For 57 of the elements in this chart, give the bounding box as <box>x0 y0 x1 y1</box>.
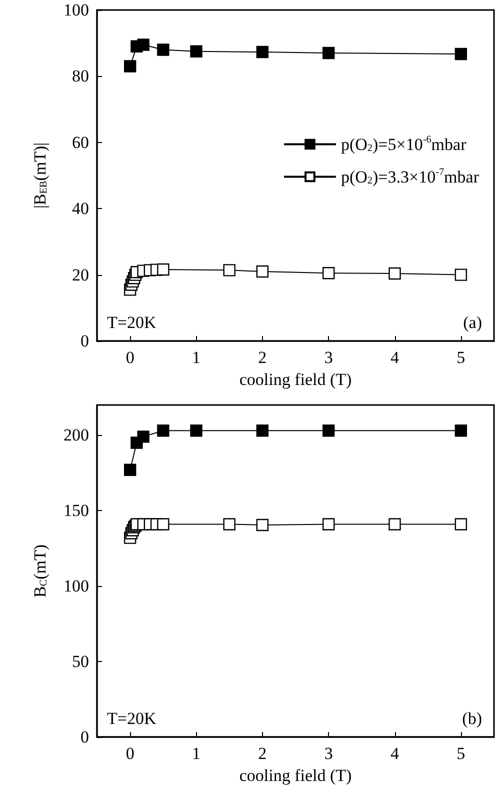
y-tick-label: 200 <box>64 426 89 445</box>
y-tick-label: 0 <box>80 728 89 746</box>
point <box>137 38 150 51</box>
annotation: T=20K <box>107 313 157 332</box>
y-tick-label: 150 <box>64 501 89 520</box>
x-tick-label: 1 <box>192 348 200 367</box>
point <box>157 263 170 276</box>
point <box>157 424 170 437</box>
x-tick-label: 2 <box>258 744 267 763</box>
point <box>454 48 468 60</box>
y-tick-label: 50 <box>72 652 89 672</box>
x-tick-label: 1 <box>192 744 200 763</box>
point <box>388 518 401 530</box>
x-tick-label: 3 <box>324 348 333 367</box>
point <box>256 518 269 532</box>
point <box>190 424 202 437</box>
point <box>388 267 401 280</box>
point <box>322 46 335 60</box>
y-axis-title: |BEB(mT)| <box>30 142 50 209</box>
point <box>454 424 468 437</box>
y-axis-title: BC(mT) <box>30 544 50 598</box>
x-tick-label: 0 <box>126 744 134 763</box>
point <box>322 518 335 530</box>
x-tick-label: 0 <box>126 348 134 367</box>
annotation: (b) <box>462 709 482 728</box>
x-tick-label: 4 <box>390 744 400 763</box>
annotation: (a) <box>463 313 482 332</box>
x-axis-title: cooling field (T) <box>239 370 352 389</box>
x-tick-label: 5 <box>456 744 466 763</box>
point <box>256 46 269 58</box>
y-tick-label: 80 <box>72 66 89 86</box>
x-tick-label: 4 <box>390 348 400 367</box>
y-tick-label: 0 <box>80 332 89 350</box>
y-tick-label: 40 <box>72 199 89 218</box>
point <box>223 264 236 276</box>
x-tick-label: 5 <box>456 348 466 367</box>
point <box>157 518 170 530</box>
point <box>454 268 468 281</box>
point <box>137 430 150 443</box>
y-tick-label: 100 <box>64 576 89 596</box>
annotation: T=20K <box>107 709 157 728</box>
y-tick-label: 60 <box>72 132 89 152</box>
x-axis-title: cooling field (T) <box>239 766 352 785</box>
point <box>454 518 468 530</box>
y-tick-label: 100 <box>64 0 89 20</box>
x-tick-label: 2 <box>258 348 267 367</box>
point <box>322 267 335 280</box>
x-tick-label: 3 <box>324 744 333 763</box>
point <box>124 464 136 476</box>
point <box>223 518 236 530</box>
y-tick-label: 20 <box>72 265 89 284</box>
point <box>256 424 269 437</box>
point <box>322 424 335 437</box>
point <box>190 45 202 58</box>
point <box>124 60 136 72</box>
point <box>256 265 269 278</box>
point <box>157 44 170 56</box>
